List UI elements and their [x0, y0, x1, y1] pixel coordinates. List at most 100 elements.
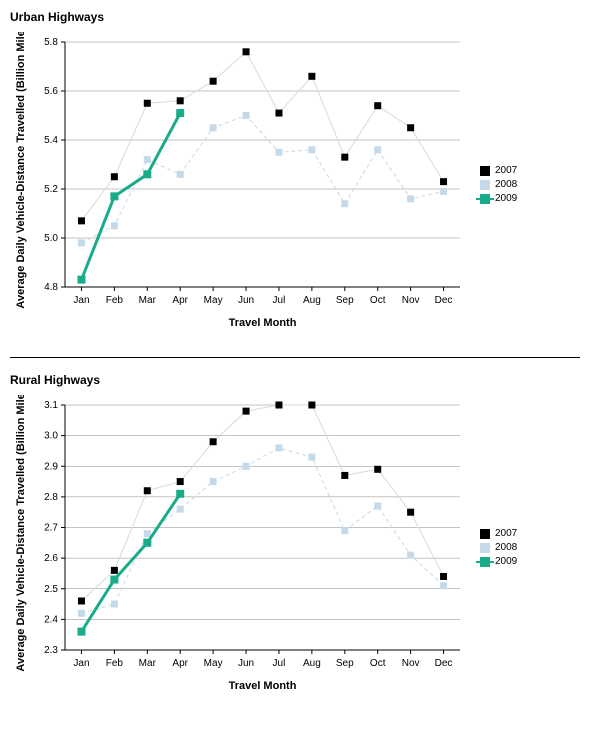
marker-2008 — [407, 195, 414, 202]
chart-body: 4.85.05.25.45.65.8JanFebMarAprMayJunJulA… — [10, 32, 580, 337]
x-axis-label: Travel Month — [229, 680, 297, 692]
marker-2008 — [111, 222, 118, 229]
marker-2009 — [77, 276, 85, 284]
chart-title: Rural Highways — [10, 373, 580, 387]
y-axis-label: Average Daily Vehicle-Distance Travelled… — [15, 395, 27, 672]
chart-body: 2.32.42.52.62.72.82.93.03.1JanFebMarAprM… — [10, 395, 580, 700]
xtick-label: Sep — [336, 658, 354, 669]
marker-2008 — [275, 444, 282, 451]
marker-2008 — [78, 610, 85, 617]
xtick-label: Feb — [106, 658, 124, 669]
legend: 2007 2008 2009 — [480, 525, 517, 570]
plot-wrap: 2.32.42.52.62.72.82.93.03.1JanFebMarAprM… — [10, 395, 470, 700]
marker-2007 — [111, 567, 118, 574]
x-axis-label: Travel Month — [229, 317, 297, 329]
legend-swatch-2007 — [480, 529, 490, 539]
marker-2007 — [407, 509, 414, 516]
marker-2008 — [440, 188, 447, 195]
legend-label: 2009 — [495, 556, 517, 567]
legend-item-2009: 2009 — [480, 193, 517, 204]
y-axis-label: Average Daily Vehicle-Distance Travelled… — [15, 32, 27, 309]
marker-2007 — [78, 217, 85, 224]
chart-container-rural: Rural Highways2.32.42.52.62.72.82.93.03.… — [10, 373, 580, 700]
ytick-label: 2.9 — [44, 461, 58, 472]
xtick-label: May — [204, 295, 223, 306]
legend-swatch-2008 — [480, 543, 490, 553]
legend-item-2008: 2008 — [480, 179, 517, 190]
marker-2008 — [111, 601, 118, 608]
legend-item-2007: 2007 — [480, 528, 517, 539]
xtick-label: Jul — [273, 295, 286, 306]
ytick-label: 2.6 — [44, 553, 58, 564]
marker-2009 — [176, 109, 184, 117]
marker-2008 — [308, 454, 315, 461]
ytick-label: 2.4 — [44, 614, 58, 625]
legend-label: 2009 — [495, 193, 517, 204]
marker-2007 — [210, 438, 217, 445]
ytick-label: 2.3 — [44, 645, 58, 656]
marker-2008 — [440, 582, 447, 589]
xtick-label: Mar — [139, 658, 157, 669]
marker-2007 — [275, 402, 282, 409]
ytick-label: 2.7 — [44, 523, 58, 534]
marker-2008 — [210, 124, 217, 131]
ytick-label: 5.4 — [44, 135, 58, 146]
marker-2007 — [243, 408, 250, 415]
legend-item-2007: 2007 — [480, 165, 517, 176]
xtick-label: Aug — [303, 295, 321, 306]
xtick-label: Nov — [402, 295, 420, 306]
legend-label: 2007 — [495, 528, 517, 539]
marker-2008 — [374, 146, 381, 153]
xtick-label: May — [204, 658, 223, 669]
marker-2008 — [177, 506, 184, 513]
xtick-label: Nov — [402, 658, 420, 669]
legend-label: 2008 — [495, 179, 517, 190]
legend-swatch-2008 — [480, 180, 490, 190]
marker-2008 — [341, 200, 348, 207]
marker-2007 — [111, 173, 118, 180]
legend-item-2009: 2009 — [480, 556, 517, 567]
plot-area — [65, 42, 460, 287]
marker-2009 — [143, 539, 151, 547]
marker-2008 — [407, 552, 414, 559]
legend-swatch-2007 — [480, 166, 490, 176]
marker-2007 — [374, 102, 381, 109]
marker-2009 — [77, 628, 85, 636]
ytick-label: 3.0 — [44, 431, 58, 442]
ytick-label: 3.1 — [44, 400, 58, 411]
xtick-label: Apr — [172, 658, 188, 669]
marker-2008 — [243, 112, 250, 119]
marker-2008 — [275, 149, 282, 156]
xtick-label: Oct — [370, 658, 386, 669]
chart-rural: 2.32.42.52.62.72.82.93.03.1JanFebMarAprM… — [10, 395, 470, 695]
marker-2008 — [341, 527, 348, 534]
marker-2007 — [341, 472, 348, 479]
xtick-label: Dec — [435, 295, 453, 306]
marker-2007 — [144, 487, 151, 494]
plot-wrap: 4.85.05.25.45.65.8JanFebMarAprMayJunJulA… — [10, 32, 470, 337]
marker-2008 — [177, 171, 184, 178]
marker-2007 — [440, 178, 447, 185]
chart-title: Urban Highways — [10, 10, 580, 24]
marker-2007 — [374, 466, 381, 473]
ytick-label: 5.8 — [44, 37, 58, 48]
chart-container-urban: Urban Highways4.85.05.25.45.65.8JanFebMa… — [10, 10, 580, 337]
chart-urban: 4.85.05.25.45.65.8JanFebMarAprMayJunJulA… — [10, 32, 470, 332]
divider — [10, 357, 580, 358]
marker-2009 — [110, 192, 118, 200]
xtick-label: Dec — [435, 658, 453, 669]
ytick-label: 2.5 — [44, 584, 58, 595]
marker-2008 — [374, 503, 381, 510]
marker-2008 — [243, 463, 250, 470]
xtick-label: Sep — [336, 295, 354, 306]
legend-label: 2008 — [495, 542, 517, 553]
marker-2007 — [440, 573, 447, 580]
legend-item-2008: 2008 — [480, 542, 517, 553]
ytick-label: 5.2 — [44, 184, 58, 195]
xtick-label: Jun — [238, 295, 254, 306]
marker-2008 — [308, 146, 315, 153]
ytick-label: 4.8 — [44, 282, 58, 293]
marker-2008 — [210, 478, 217, 485]
xtick-label: Jan — [73, 658, 89, 669]
xtick-label: Jun — [238, 658, 254, 669]
